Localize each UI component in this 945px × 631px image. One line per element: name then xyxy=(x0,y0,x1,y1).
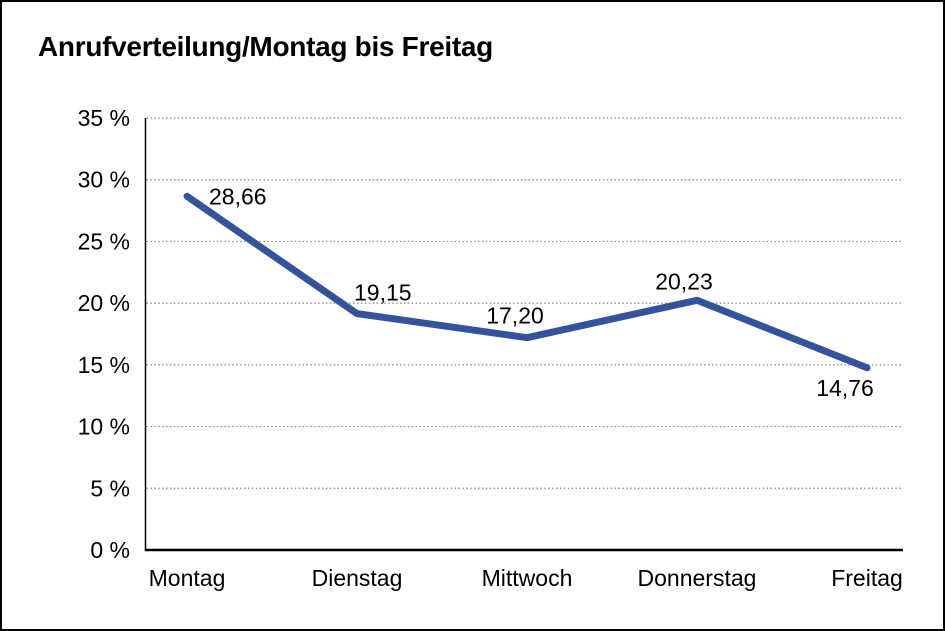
y-tick-label: 35 % xyxy=(78,105,130,131)
y-tick-label: 10 % xyxy=(78,414,130,440)
y-tick-label: 30 % xyxy=(78,167,130,193)
data-point-label: 17,20 xyxy=(486,303,544,329)
x-axis-label: Freitag xyxy=(831,565,903,591)
data-point-label: 14,76 xyxy=(816,375,874,401)
y-tick-label: 5 % xyxy=(90,475,130,501)
y-tick-label: 15 % xyxy=(78,352,130,378)
data-point-label: 20,23 xyxy=(655,268,713,294)
y-tick-label: 25 % xyxy=(78,228,130,254)
x-axis-label: Mittwoch xyxy=(482,565,573,591)
y-tick-label: 0 % xyxy=(90,537,130,563)
x-axis-label: Montag xyxy=(149,565,226,591)
chart-title: Anrufverteilung/Montag bis Freitag xyxy=(38,31,493,62)
data-series-line xyxy=(183,192,871,372)
x-axis-label: Donnerstag xyxy=(638,565,757,591)
y-tick-label: 20 % xyxy=(78,290,130,316)
data-point-label: 28,66 xyxy=(209,183,267,209)
x-axis-label: Dienstag xyxy=(312,565,403,591)
data-point-label: 19,15 xyxy=(354,280,412,306)
